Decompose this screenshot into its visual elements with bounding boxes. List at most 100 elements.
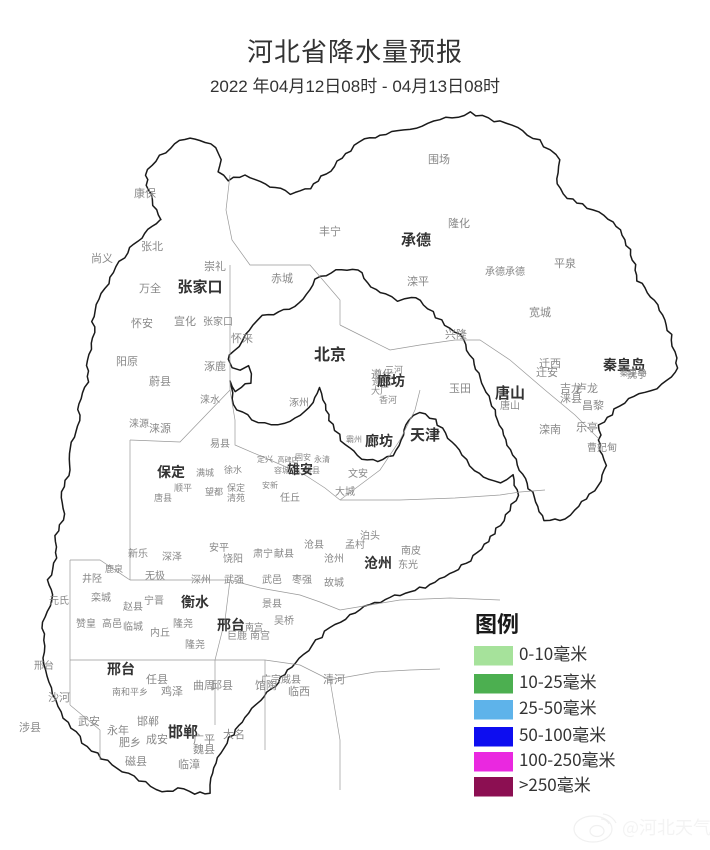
svg-text:滦平: 滦平 [407,273,429,289]
svg-text:新乐: 新乐 [128,545,148,560]
svg-text:50-100毫米: 50-100毫米 [519,721,606,746]
svg-text:涿鹿: 涿鹿 [204,358,226,374]
svg-text:阳原: 阳原 [116,353,138,369]
svg-text:武安: 武安 [78,713,100,729]
svg-text:兴隆: 兴隆 [445,326,467,342]
svg-text:成安: 成安 [146,731,168,747]
svg-text:乐亭: 乐亭 [576,419,598,435]
svg-text:万全: 万全 [139,280,161,296]
svg-text:尚义: 尚义 [91,250,113,266]
svg-text:滦南: 滦南 [539,421,561,437]
svg-text:张北: 张北 [141,238,163,254]
svg-text:涞源: 涞源 [149,420,171,436]
svg-text:顺平: 顺平 [174,481,192,494]
svg-text:赵县: 赵县 [123,598,143,613]
svg-text:鸡泽: 鸡泽 [161,683,183,699]
svg-text:武邑: 武邑 [262,571,282,586]
svg-text:南皮: 南皮 [401,542,421,557]
svg-text:邢台: 邢台 [107,659,135,679]
svg-text:临漳: 临漳 [178,756,200,772]
svg-text:100-250毫米: 100-250毫米 [519,746,616,771]
svg-text:清苑: 清苑 [227,491,245,504]
svg-text:井陉: 井陉 [82,570,102,585]
svg-text:沧州: 沧州 [324,550,344,565]
svg-text:清河: 清河 [323,671,345,687]
svg-text:北京: 北京 [314,341,346,365]
svg-text:曹妃甸: 曹妃甸 [587,439,617,454]
svg-text:涿州: 涿州 [289,394,309,409]
svg-text:雄安: 雄安 [287,459,313,478]
svg-text:安新: 安新 [262,480,278,491]
svg-text:涉县: 涉县 [19,719,41,735]
svg-text:怀安: 怀安 [131,315,153,331]
svg-text:邢台: 邢台 [34,657,54,672]
svg-text:霸州: 霸州 [346,434,362,445]
svg-text:迁安: 迁安 [536,364,558,380]
svg-text:大厂: 大厂 [371,384,389,397]
svg-text:大城: 大城 [335,483,355,498]
svg-text:深泽: 深泽 [162,548,182,563]
svg-text:故城: 故城 [324,574,344,589]
svg-text:献县: 献县 [274,545,294,560]
svg-text:临城: 临城 [123,618,143,633]
svg-text:赤城: 赤城 [271,270,293,286]
svg-text:沧州: 沧州 [364,553,392,573]
svg-text:武强: 武强 [224,571,244,586]
svg-text:怀来: 怀来 [231,330,253,346]
svg-text:赞皇: 赞皇 [76,615,96,630]
svg-text:涞源: 涞源 [129,415,149,430]
svg-text:鹿泉: 鹿泉 [105,562,123,575]
svg-text:临西: 临西 [288,683,310,699]
svg-text:秦皇岛: 秦皇岛 [619,366,646,379]
svg-text:巨鹿: 巨鹿 [227,627,247,642]
svg-text:崇礼: 崇礼 [204,258,226,274]
svg-text:宣化: 宣化 [174,313,196,329]
svg-text:徐水: 徐水 [224,463,242,476]
svg-text:吴桥: 吴桥 [274,612,294,627]
svg-text:文安: 文安 [348,465,368,480]
svg-text:魏县: 魏县 [193,741,215,757]
svg-text:保定: 保定 [157,462,185,482]
svg-text:唐山: 唐山 [500,397,520,412]
svg-text:孟村: 孟村 [345,536,365,551]
svg-text:定兴: 定兴 [257,454,273,465]
svg-text:满城: 满城 [196,466,214,479]
svg-text:图例: 图例 [475,607,519,639]
svg-text:望都: 望都 [205,485,223,498]
svg-text:涞县: 涞县 [560,390,582,406]
svg-text:0-10毫米: 0-10毫米 [519,640,587,665]
svg-text:东光: 东光 [398,556,418,571]
svg-text:@河北天气: @河北天气 [622,814,710,840]
svg-text:永清: 永清 [314,454,330,465]
svg-text:承德: 承德 [485,263,505,278]
svg-text:任丘: 任丘 [280,489,300,504]
svg-text:10-25毫米: 10-25毫米 [519,668,597,693]
svg-text:康保: 康保 [134,185,156,201]
svg-text:>250毫米: >250毫米 [519,771,591,796]
svg-text:围场: 围场 [428,151,450,167]
svg-text:隆尧: 隆尧 [185,636,205,651]
svg-text:馆陶: 馆陶 [255,677,277,693]
svg-text:蔚县: 蔚县 [149,373,171,389]
svg-text:南宫: 南宫 [250,627,270,642]
svg-text:廊坊: 廊坊 [365,431,393,451]
svg-text:张家口: 张家口 [177,276,222,297]
svg-text:沙河: 沙河 [48,689,70,705]
svg-text:衡水: 衡水 [181,592,209,612]
svg-text:栾城: 栾城 [91,589,111,604]
svg-text:高邑: 高邑 [102,615,122,630]
svg-text:宽城: 宽城 [529,304,551,320]
svg-text:承德: 承德 [401,229,431,250]
svg-text:宁晋: 宁晋 [144,592,164,607]
svg-text:张家口: 张家口 [203,313,233,328]
svg-text:内丘: 内丘 [150,624,170,639]
svg-text:元氏: 元氏 [49,592,69,607]
svg-text:易县: 易县 [210,435,230,450]
svg-text:隆尧: 隆尧 [173,615,193,630]
svg-text:隆化: 隆化 [448,215,470,231]
svg-text:大名: 大名 [223,726,245,742]
svg-text:无极: 无极 [145,567,165,582]
svg-text:磁县: 磁县 [125,753,147,769]
svg-text:肥乡: 肥乡 [119,734,141,750]
svg-text:邯郸: 邯郸 [137,713,159,729]
